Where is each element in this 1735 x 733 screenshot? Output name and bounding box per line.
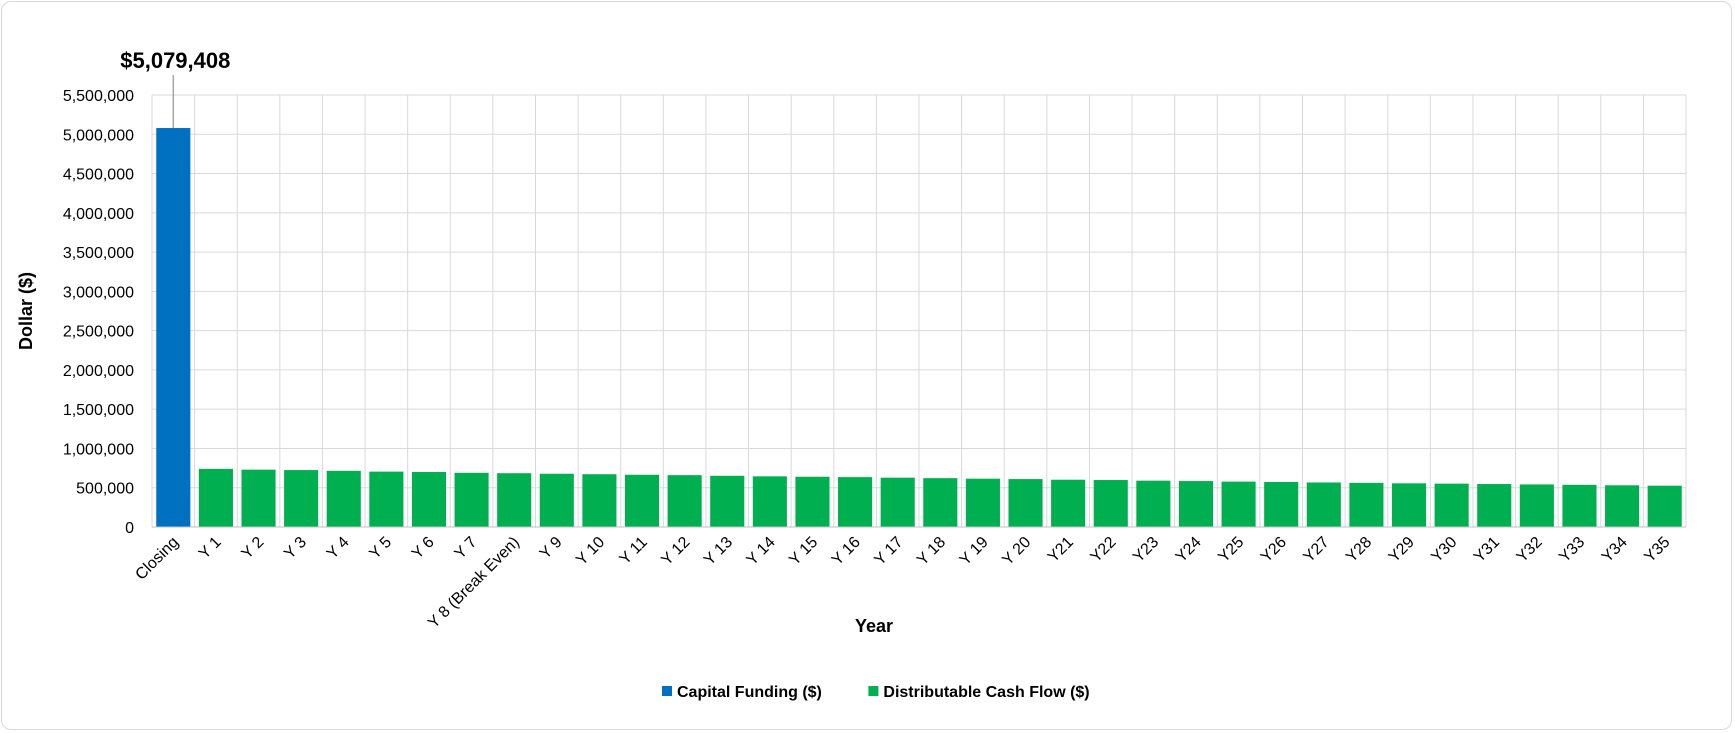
x-tick-label: Y 2: [239, 534, 268, 563]
bar: [156, 128, 191, 527]
x-tick-label: Y27: [1300, 534, 1332, 566]
y-axis-tick-labels: 0 500,000 1,000,000 1,500,000 2,000,000 2,500…: [63, 88, 134, 537]
bar: [667, 475, 702, 527]
x-axis-title: Year: [855, 616, 893, 636]
bar: [284, 470, 319, 527]
x-tick-label: Y35: [1641, 534, 1673, 566]
legend-label: Capital Funding ($): [677, 684, 822, 701]
bar: [1008, 479, 1043, 527]
x-tick-label: Y29: [1386, 534, 1418, 566]
bar: [326, 470, 361, 527]
y-tick-label: 4,500,000: [63, 167, 134, 184]
bar: [752, 476, 787, 527]
bar: [1391, 483, 1427, 527]
bar: [965, 478, 1000, 527]
legend-swatch: [662, 686, 672, 696]
x-tick-label: Y 15: [786, 534, 821, 569]
bar: [1434, 483, 1469, 527]
x-tick-label: Y 20: [999, 534, 1034, 569]
x-tick-label: Y25: [1215, 534, 1247, 566]
bar: [710, 475, 745, 527]
bar: [1519, 484, 1554, 527]
bar: [1093, 480, 1128, 527]
y-tick-label: 1,000,000: [63, 441, 134, 458]
y-axis-title: Dollar ($): [16, 272, 36, 350]
bar: [539, 473, 574, 527]
x-tick-label: Y 6: [409, 534, 438, 563]
bar: [198, 468, 233, 527]
x-tick-label: Y28: [1343, 534, 1375, 566]
data-label-closing: $5,079,408: [120, 48, 230, 73]
x-tick-label: Y24: [1173, 534, 1205, 566]
x-tick-label: Y21: [1045, 534, 1077, 566]
x-tick-label: Y 10: [573, 534, 608, 569]
y-tick-label: 3,000,000: [63, 284, 134, 301]
bar: [923, 478, 958, 527]
bar: [838, 477, 873, 527]
bar: [624, 474, 660, 527]
x-tick-label: Y 13: [701, 534, 736, 569]
x-tick-label: Y26: [1258, 534, 1290, 566]
y-tick-label: 4,000,000: [63, 206, 134, 223]
x-tick-label: Y 17: [871, 534, 906, 569]
bar: [582, 474, 617, 527]
bar: [1178, 481, 1214, 527]
bar: [241, 469, 276, 527]
x-tick-label: Y 3: [281, 534, 310, 563]
x-tick-label: Y31: [1471, 534, 1503, 566]
bar: [1306, 482, 1341, 527]
bar: [369, 471, 404, 527]
x-tick-label: Y32: [1514, 534, 1546, 566]
y-tick-label: 2,500,000: [63, 324, 134, 341]
x-tick-label: Y 4: [324, 534, 353, 563]
bar: [1562, 484, 1597, 527]
x-tick-label: Y 19: [957, 534, 992, 569]
x-tick-label: Closing: [132, 534, 182, 584]
legend-swatch: [868, 686, 879, 696]
y-tick-label: 5,000,000: [63, 127, 134, 144]
legend-label: Distributable Cash Flow ($): [883, 684, 1089, 701]
y-tick-label: 2,000,000: [63, 363, 134, 380]
bar: [411, 472, 447, 527]
bar: [1264, 481, 1299, 527]
x-tick-label: Y33: [1556, 534, 1588, 566]
y-tick-label: 1,500,000: [63, 402, 134, 419]
bar: [1349, 482, 1384, 527]
y-tick-label: 0: [125, 520, 134, 537]
y-tick-label: 5,500,000: [63, 88, 134, 105]
bar: [1647, 485, 1682, 527]
bar: [1051, 479, 1086, 527]
y-tick-label: 3,500,000: [63, 245, 134, 262]
x-tick-label: Y22: [1087, 534, 1119, 566]
bar: [1221, 481, 1256, 527]
bar: [1605, 485, 1640, 527]
bar: [880, 477, 915, 527]
x-tick-label: Y 1: [196, 534, 225, 563]
x-tick-label: Y 5: [366, 534, 395, 563]
x-tick-label: Y 9: [537, 534, 566, 563]
x-tick-label: Y 18: [914, 534, 949, 569]
x-tick-label: Y23: [1130, 534, 1162, 566]
x-tick-label: Y 16: [829, 534, 864, 569]
x-tick-label: Y30: [1428, 534, 1460, 566]
x-tick-label: Y 7: [452, 534, 481, 563]
bars: [156, 128, 1682, 527]
x-tick-label: Y 12: [658, 534, 693, 569]
x-tick-label: Y 11: [617, 534, 651, 568]
x-tick-label: Y34: [1599, 534, 1631, 566]
x-tick-label: Y 14: [744, 534, 779, 569]
gridlines: [151, 94, 1687, 528]
bar: [795, 476, 830, 527]
bar: [1477, 484, 1512, 527]
bar: [497, 473, 532, 527]
y-tick-label: 500,000: [76, 481, 134, 498]
annotation-layer: $5,079,408: [120, 48, 230, 129]
legend: Capital Funding ($) Distributable Cash Fl…: [662, 684, 1090, 701]
bar: [1136, 480, 1171, 527]
bar: [454, 472, 489, 527]
